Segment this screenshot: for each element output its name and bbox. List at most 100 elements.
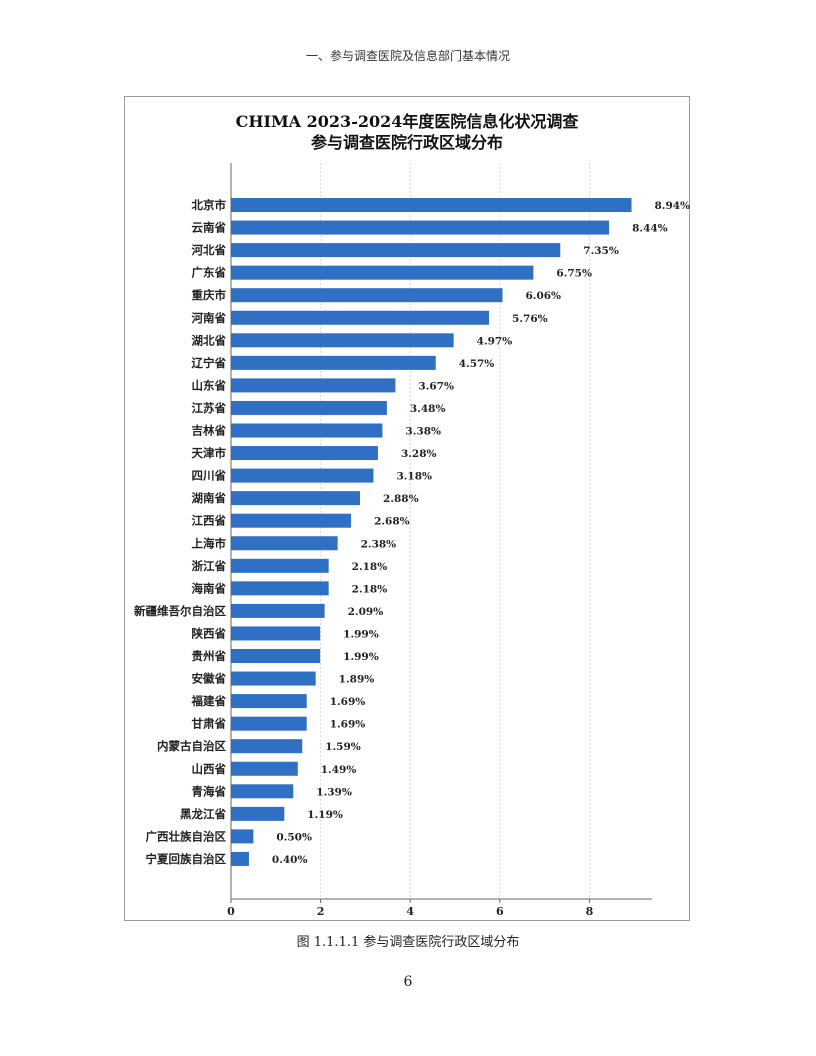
x-tick-label: 6 [496, 905, 504, 918]
bar [231, 671, 316, 686]
x-tick-label: 2 [317, 905, 325, 918]
category-label: 吉林省 [192, 424, 227, 438]
value-label: 1.89% [339, 674, 375, 686]
page-header: 一、参与调查医院及信息部门基本情况 [305, 49, 510, 63]
value-label: 3.18% [396, 471, 432, 483]
category-label: 甘肃省 [192, 717, 227, 731]
value-label: 4.97% [477, 335, 513, 347]
value-label: 2.68% [374, 516, 410, 528]
category-label: 安徽省 [192, 672, 227, 686]
value-label: 1.69% [330, 696, 366, 708]
chart-subtitle: 参与调查医院行政区域分布 [310, 133, 503, 152]
category-label: 江苏省 [192, 401, 227, 415]
category-label: 山西省 [192, 762, 227, 776]
bar [231, 513, 352, 528]
category-label: 广西壮族自治区 [146, 829, 227, 843]
x-tick-label: 0 [227, 905, 235, 918]
value-label: 1.59% [325, 741, 361, 753]
category-label: 陕西省 [192, 626, 227, 640]
value-label: 3.67% [418, 380, 454, 392]
category-label: 云南省 [192, 221, 227, 235]
page-number: 6 [403, 974, 413, 990]
bar [231, 716, 307, 731]
x-tick-label: 8 [586, 905, 594, 918]
bar [231, 220, 610, 235]
category-label: 贵州省 [192, 649, 227, 663]
value-label: 4.57% [459, 358, 495, 370]
value-label: 2.18% [352, 561, 388, 573]
category-label: 北京市 [192, 198, 227, 212]
value-label: 3.48% [410, 403, 446, 415]
chart-title: CHIMA 2023-2024年度医院信息化状况调查 [235, 112, 579, 131]
value-label: 1.69% [330, 719, 366, 731]
value-label: 1.19% [307, 809, 343, 821]
category-label: 河北省 [192, 243, 227, 257]
bar [231, 603, 325, 618]
category-label: 山东省 [192, 378, 227, 392]
value-label: 5.76% [512, 313, 548, 325]
category-label: 重庆市 [192, 288, 227, 302]
value-label: 0.40% [272, 854, 308, 866]
bar [231, 288, 503, 303]
category-label: 上海市 [192, 536, 227, 550]
bar [231, 694, 307, 709]
value-label: 0.50% [276, 831, 312, 843]
category-label: 福建省 [191, 694, 227, 708]
value-label: 6.06% [525, 290, 561, 302]
bar [231, 378, 396, 393]
category-label: 青海省 [192, 784, 227, 798]
bar [231, 265, 534, 280]
value-label: 3.28% [401, 448, 437, 460]
bar [231, 784, 294, 799]
bar [231, 355, 436, 370]
value-label: 1.99% [343, 651, 379, 663]
value-label: 2.18% [352, 583, 388, 595]
bar [231, 649, 321, 663]
bar [231, 333, 454, 348]
category-label: 海南省 [192, 581, 227, 595]
category-label: 宁夏回族自治区 [146, 852, 227, 866]
value-label: 1.49% [321, 764, 357, 776]
figure-caption: 图 1.1.1.1 参与调查医院行政区域分布 [296, 935, 520, 950]
bar [231, 310, 490, 325]
bar [231, 739, 303, 754]
category-label: 内蒙古自治区 [157, 739, 226, 753]
value-label: 2.88% [383, 493, 419, 505]
category-label: 江西省 [192, 514, 227, 528]
category-label: 河南省 [192, 311, 227, 325]
bar [231, 446, 378, 461]
bar [231, 491, 361, 506]
category-label: 新疆维吾尔自治区 [134, 604, 226, 618]
value-label: 1.39% [316, 786, 352, 798]
value-label: 2.09% [348, 606, 384, 618]
x-tick-label: 4 [406, 905, 414, 918]
value-label: 1.99% [343, 628, 379, 640]
value-label: 8.94% [655, 200, 691, 212]
category-label: 黑龙江省 [180, 807, 226, 821]
bar [231, 851, 249, 866]
bar [231, 761, 298, 776]
bar [231, 468, 374, 483]
category-label: 湖南省 [192, 491, 227, 505]
bar [231, 581, 329, 596]
bar [231, 400, 387, 415]
bar [231, 423, 383, 438]
value-label: 8.44% [632, 223, 668, 235]
bar [231, 829, 254, 844]
category-label: 辽宁省 [192, 356, 227, 370]
value-label: 7.35% [583, 245, 619, 257]
category-label: 天津市 [192, 446, 227, 460]
value-label: 6.75% [556, 268, 592, 280]
bar [231, 536, 338, 551]
category-label: 广东省 [192, 266, 227, 280]
value-label: 3.38% [405, 426, 441, 438]
chart-frame [124, 96, 690, 921]
bar [231, 198, 632, 212]
bar [231, 243, 561, 258]
category-label: 浙江省 [192, 559, 227, 573]
bar [231, 626, 321, 641]
category-label: 四川省 [192, 469, 227, 483]
bar [231, 558, 329, 573]
category-label: 湖北省 [192, 333, 227, 347]
